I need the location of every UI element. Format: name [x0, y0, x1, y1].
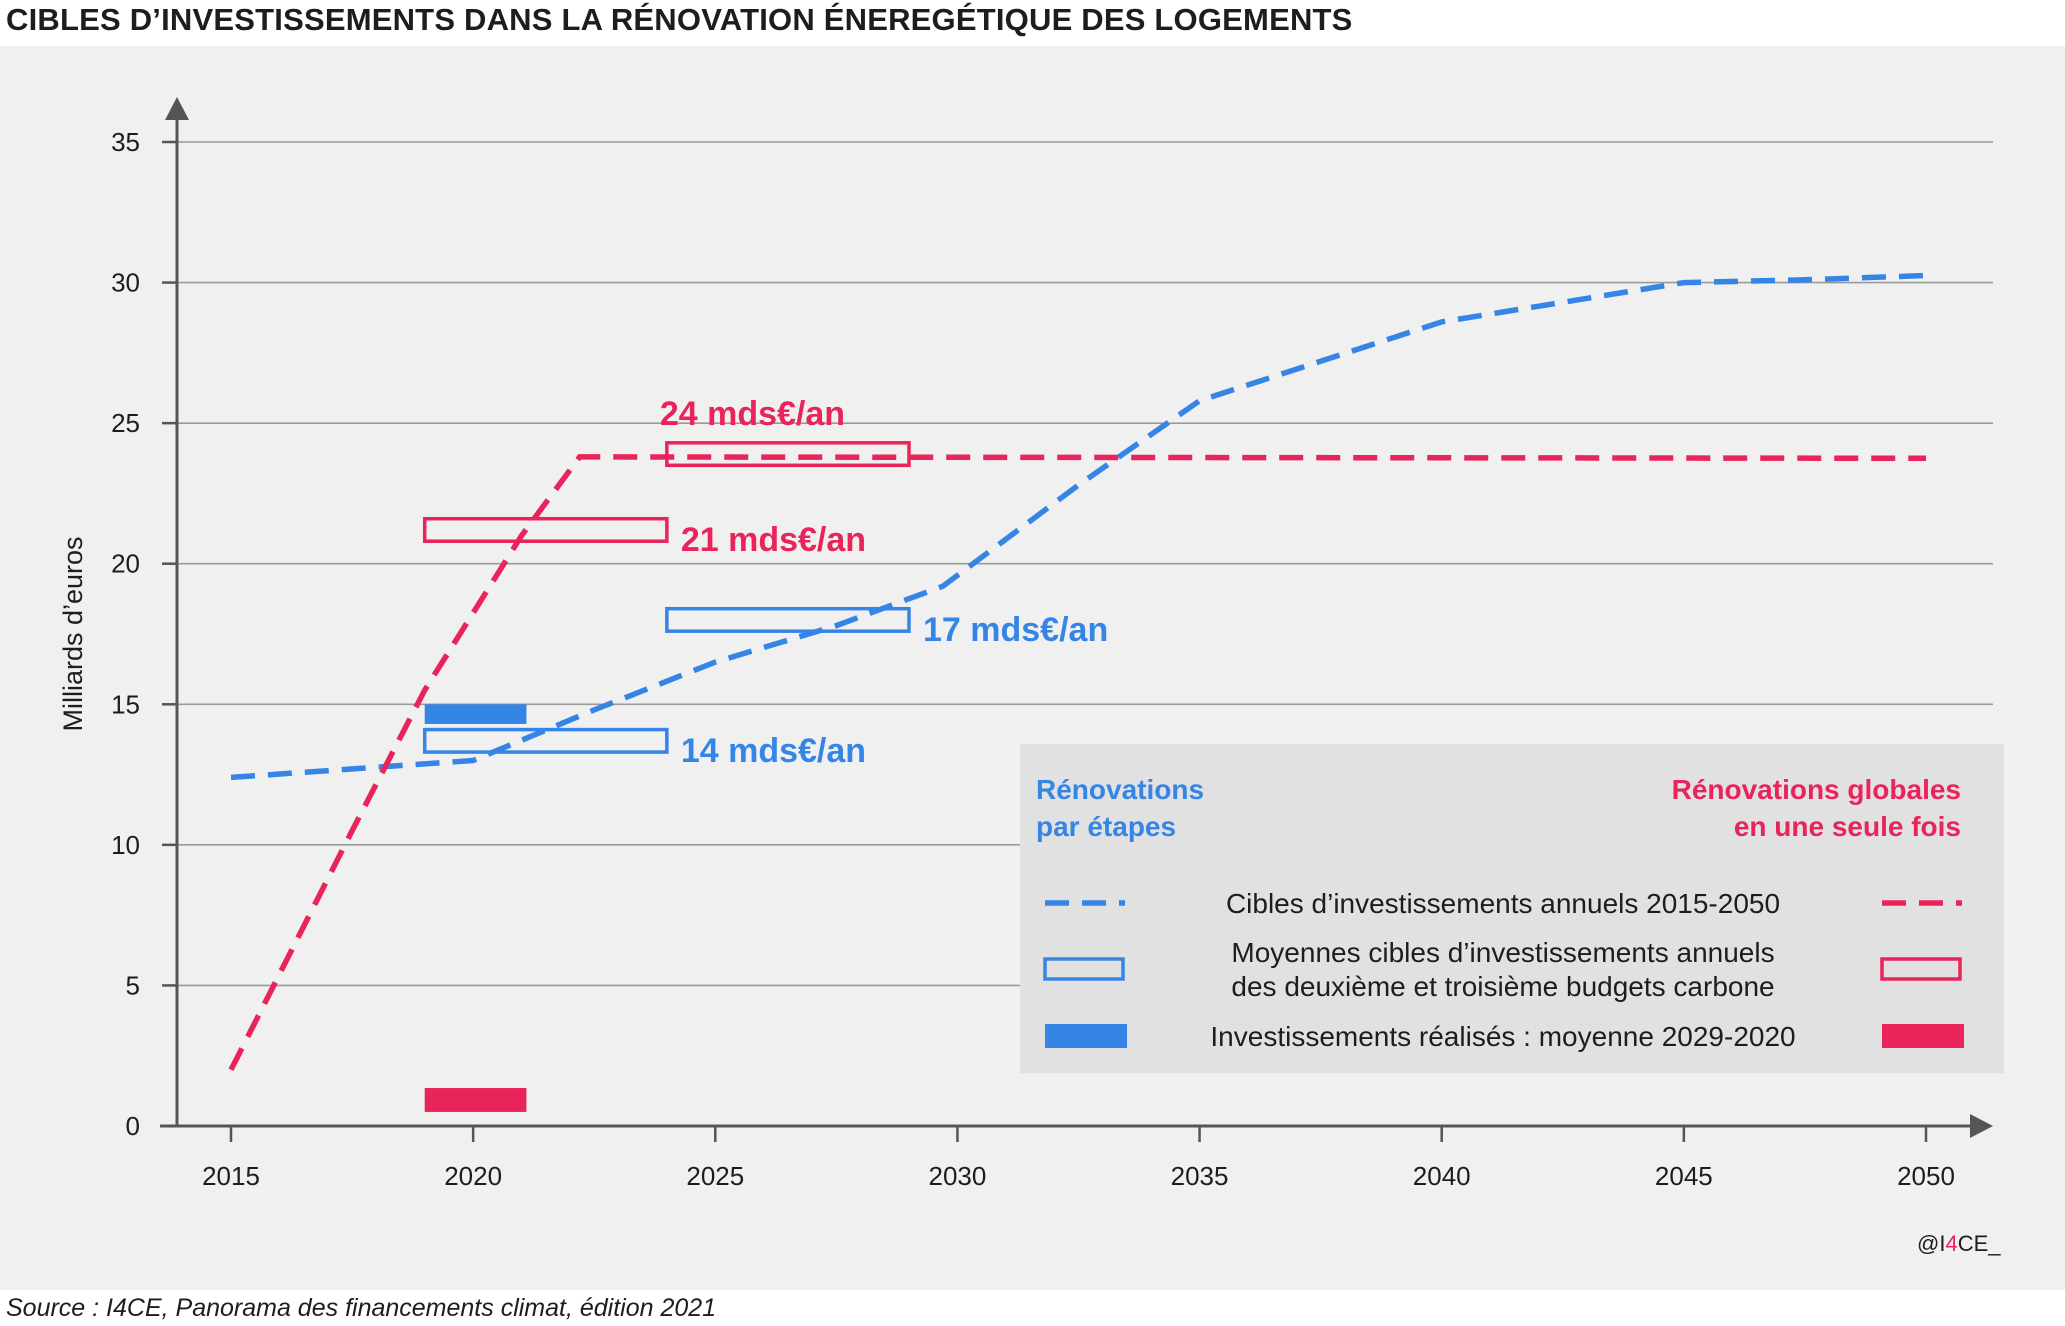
legend-header-right-0: Rénovations globales [1672, 774, 1961, 805]
series-line-globales_line [228, 454, 1927, 1072]
data-label-etapes_b2: 14 mds€/an [681, 732, 866, 770]
x-axis-arrow [1970, 1114, 1993, 1138]
target-box-etapes_b2 [422, 727, 669, 754]
x-tick-label-2045: 2045 [1655, 1161, 1713, 1191]
legend-row-text-1-0: Moyennes cibles d’investissements annuel… [1231, 937, 1774, 968]
x-tick-label-2030: 2030 [929, 1161, 987, 1191]
series-line-etapes_line [230, 272, 1927, 781]
chart-title: CIBLES D’INVESTISSEMENTS DANS LA RÉNOVAT… [6, 2, 1353, 37]
data-label-globales_b2: 21 mds€/an [681, 521, 866, 559]
y-tick-label-5: 5 [126, 970, 140, 1000]
target-box-globales_b3 [665, 441, 911, 468]
x-tick-label-2050: 2050 [1897, 1161, 1955, 1191]
chart-panel [0, 46, 2065, 1290]
legend-box [1020, 744, 2004, 1073]
legend-row-text-1-1: des deuxième et troisième budgets carbon… [1231, 971, 1774, 1002]
legend-row-text-0-0: Cibles d’investissements annuels 2015-20… [1226, 888, 1780, 919]
x-tick-label-2020: 2020 [444, 1161, 502, 1191]
target-box-globales_b2 [422, 516, 669, 543]
y-tick-label-0: 0 [126, 1111, 140, 1141]
realised-bar-etapes_realised [424, 704, 527, 724]
y-tick-label-35: 35 [111, 127, 140, 157]
x-tick-label-2015: 2015 [202, 1161, 260, 1191]
legend-symbol-filled-right [1882, 1024, 1964, 1048]
x-tick-label-2040: 2040 [1413, 1161, 1471, 1191]
y-tick-label-25: 25 [111, 408, 140, 438]
legend-header-right-1: en une seule fois [1734, 811, 1961, 842]
y-tick-label-20: 20 [111, 549, 140, 579]
credit-suffix: CE_ [1957, 1231, 2001, 1256]
credit-handle: @I4CE_ [1917, 1231, 2001, 1257]
y-axis-label: Milliards d’euros [58, 536, 88, 731]
legend-symbol-outline-left [1043, 957, 1125, 981]
y-tick-label-30: 30 [111, 268, 140, 298]
legend-symbol-filled-left [1045, 1024, 1127, 1048]
y-axis-arrow [165, 97, 189, 120]
credit-accent: 4 [1945, 1231, 1958, 1256]
y-tick-label-10: 10 [111, 830, 140, 860]
x-tick-label-2035: 2035 [1171, 1161, 1229, 1191]
target-box-etapes_b3 [665, 606, 911, 633]
legend-symbol-outline-right [1880, 957, 1962, 981]
source-note: Source : I4CE, Panorama des financements… [6, 1294, 717, 1322]
credit-prefix: @I [1917, 1231, 1946, 1256]
data-label-etapes_b3: 17 mds€/an [923, 611, 1108, 649]
y-tick-label-15: 15 [111, 689, 140, 719]
data-label-globales_b3: 24 mds€/an [660, 395, 845, 433]
legend-header-left-0: Rénovations [1036, 774, 1204, 805]
x-tick-label-2025: 2025 [686, 1161, 744, 1191]
legend-row-text-2-0: Investissements réalisés : moyenne 2029-… [1210, 1021, 1795, 1052]
legend-header-left-1: par étapes [1036, 811, 1176, 842]
realised-bar-globales_realised [424, 1088, 527, 1112]
